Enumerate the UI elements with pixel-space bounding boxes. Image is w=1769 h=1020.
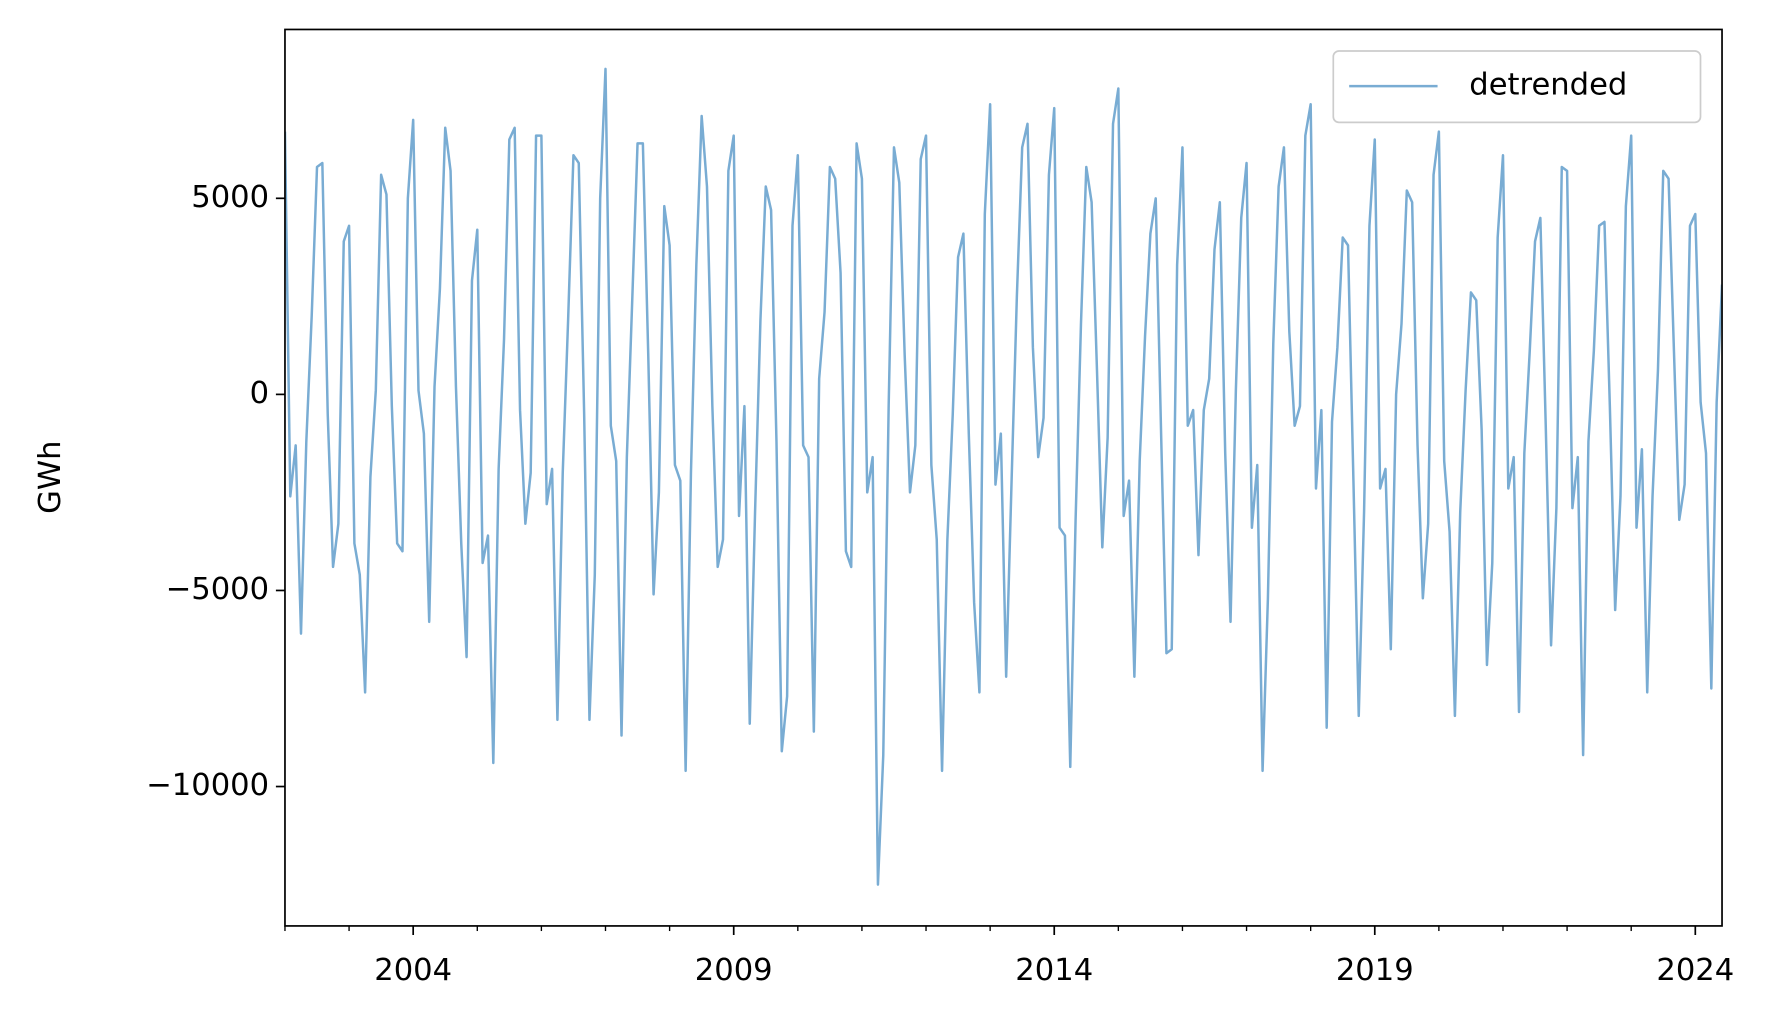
x-tick-label: 2019 <box>1336 953 1414 988</box>
plot-frame <box>284 28 1723 927</box>
legend-label: detrended <box>1469 68 1627 103</box>
y-tick-label: −5000 <box>166 572 269 607</box>
legend-box <box>1332 50 1702 124</box>
data-line <box>284 67 1723 886</box>
plot-area <box>284 67 1723 886</box>
x-tick-label: 2004 <box>374 953 452 988</box>
y-tick-label: −10000 <box>146 768 269 803</box>
y-axis-label: GWh <box>33 440 68 513</box>
x-tick-label: 2009 <box>695 953 773 988</box>
x-tick-label: 2024 <box>1656 953 1734 988</box>
x-tick-label: 2014 <box>1015 953 1093 988</box>
y-tick-label: 0 <box>250 376 269 411</box>
y-tick-label: 5000 <box>191 180 269 215</box>
